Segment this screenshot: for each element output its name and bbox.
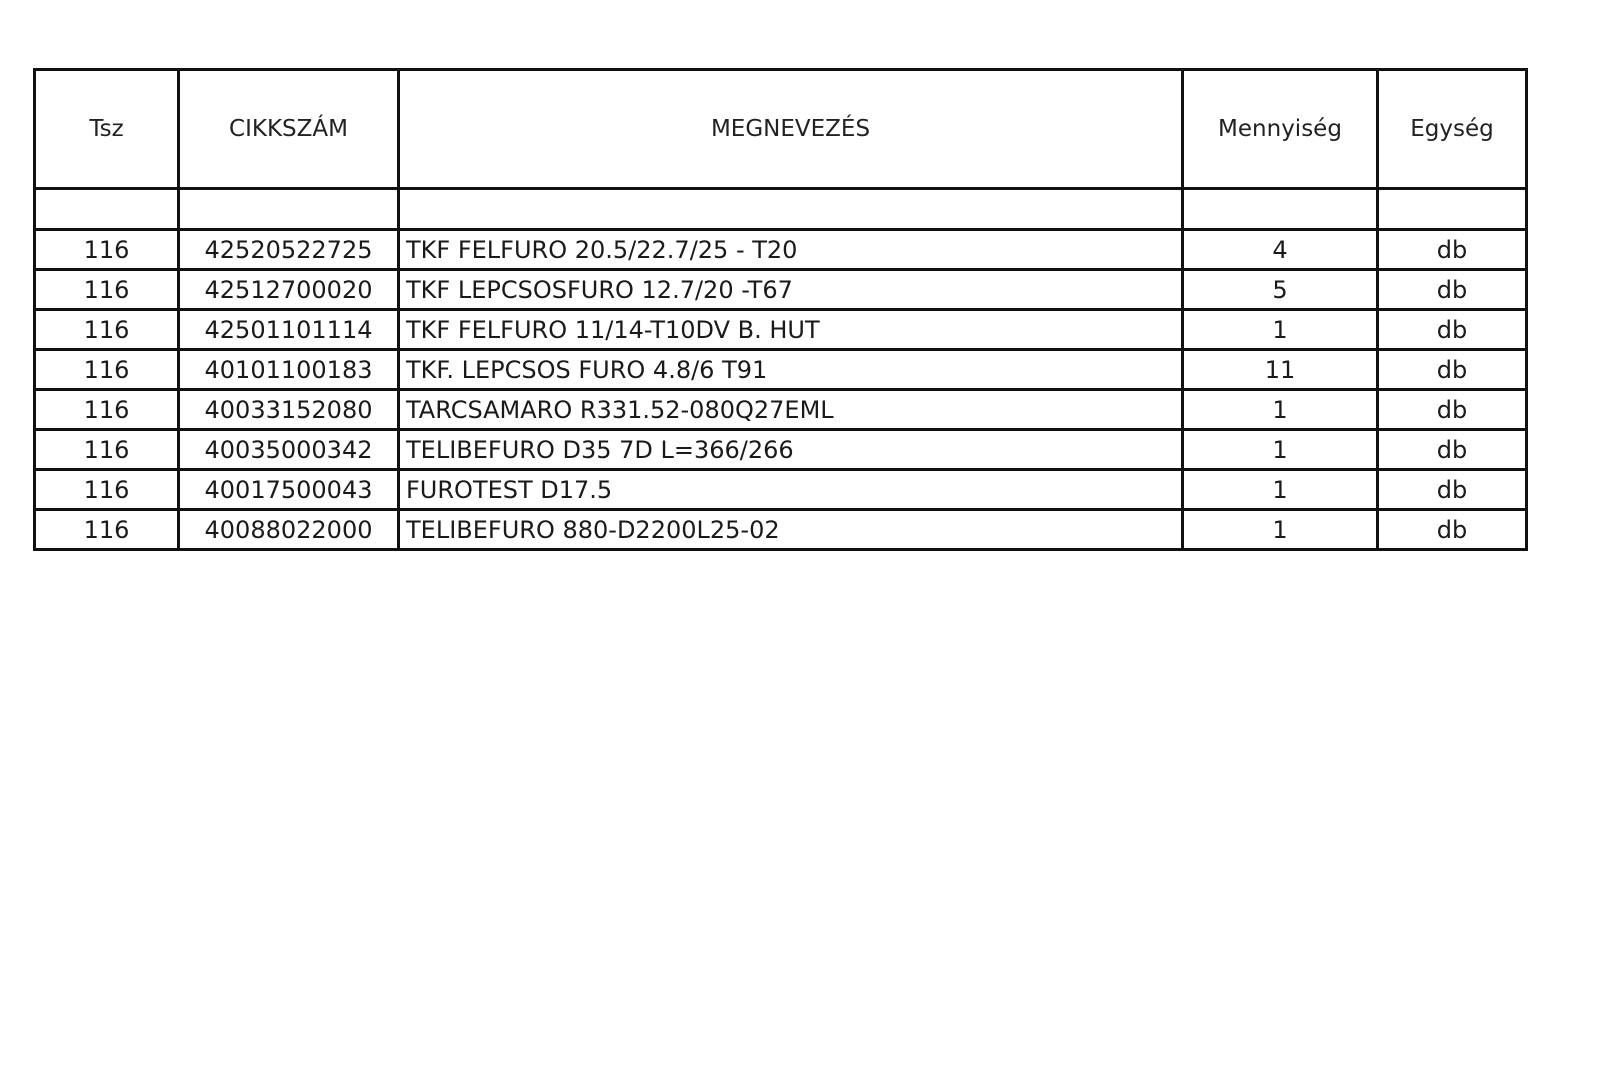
cell-mennyiseg: 1 <box>1181 428 1379 471</box>
cell-cikkszam: 40033152080 <box>177 388 400 431</box>
header-egyseg: Egység <box>1376 68 1528 190</box>
cell-megnevezes: TKF FELFURO 11/14-T10DV B. HUT <box>397 308 1184 351</box>
cell-megnevezes: TKF FELFURO 20.5/22.7/25 - T20 <box>397 228 1184 271</box>
cell-egyseg: db <box>1376 308 1528 351</box>
cell-tsz: 116 <box>33 388 180 431</box>
cell-megnevezes: TELIBEFURO 880-D2200L25-02 <box>397 508 1184 551</box>
cell-megnevezes: TKF LEPCSOSFURO 12.7/20 -T67 <box>397 268 1184 311</box>
cell-megnevezes: FUROTEST D17.5 <box>397 468 1184 511</box>
header-mennyiseg: Mennyiség <box>1181 68 1379 190</box>
cell-cikkszam: 42501101114 <box>177 308 400 351</box>
cell-mennyiseg: 11 <box>1181 348 1379 391</box>
cell-cikkszam: 40101100183 <box>177 348 400 391</box>
cell-tsz: 116 <box>33 228 180 271</box>
cell-mennyiseg: 1 <box>1181 468 1379 511</box>
cell-cikkszam: 40088022000 <box>177 508 400 551</box>
header-tsz: Tsz <box>33 68 180 190</box>
table-row: 116 40017500043 FUROTEST D17.5 1 db <box>33 468 1528 511</box>
cell-tsz: 116 <box>33 348 180 391</box>
cell-tsz: 116 <box>33 308 180 351</box>
cell-cikkszam: 40017500043 <box>177 468 400 511</box>
cell-mennyiseg: 1 <box>1181 308 1379 351</box>
cell-tsz: 116 <box>33 468 180 511</box>
cell-egyseg: db <box>1376 348 1528 391</box>
header-megnevezes: MEGNEVEZÉS <box>397 68 1184 190</box>
header-cikkszam: CIKKSZÁM <box>177 68 400 190</box>
cell-mennyiseg: 1 <box>1181 388 1379 431</box>
table-row: 116 42512700020 TKF LEPCSOSFURO 12.7/20 -T… <box>33 268 1528 311</box>
table-row: 116 40033152080 TARCSAMARO R331.52-080Q27E… <box>33 388 1528 431</box>
table-row: 116 40101100183 TKF. LEPCSOS FURO 4.8/6 T9… <box>33 348 1528 391</box>
cell-megnevezes: TARCSAMARO R331.52-080Q27EML <box>397 388 1184 431</box>
cell-tsz: 116 <box>33 268 180 311</box>
cell-egyseg: db <box>1376 388 1528 431</box>
blank-row <box>33 187 1528 231</box>
cell-egyseg: db <box>1376 508 1528 551</box>
table-row: 116 42520522725 TKF FELFURO 20.5/22.7/25 -… <box>33 228 1528 271</box>
cell-cikkszam: 40035000342 <box>177 428 400 471</box>
cell-mennyiseg: 5 <box>1181 268 1379 311</box>
cell-cikkszam: 42512700020 <box>177 268 400 311</box>
cell-cikkszam: 42520522725 <box>177 228 400 271</box>
cell-megnevezes: TKF. LEPCSOS FURO 4.8/6 T91 <box>397 348 1184 391</box>
cell-egyseg: db <box>1376 428 1528 471</box>
cell-egyseg: db <box>1376 468 1528 511</box>
cell-tsz: 116 <box>33 508 180 551</box>
table-row: 116 42501101114 TKF FELFURO 11/14-T10DV B.… <box>33 308 1528 351</box>
cell-mennyiseg: 4 <box>1181 228 1379 271</box>
cell-megnevezes: TELIBEFURO D35 7D L=366/266 <box>397 428 1184 471</box>
parts-table: Tsz CIKKSZÁM MEGNEVEZÉS Mennyiség Egység… <box>33 68 1528 551</box>
table-row: 116 40035000342 TELIBEFURO D35 7D L=366/26… <box>33 428 1528 471</box>
header-row: Tsz CIKKSZÁM MEGNEVEZÉS Mennyiség Egység <box>33 68 1528 190</box>
table-row: 116 40088022000 TELIBEFURO 880-D2200L25-02… <box>33 508 1528 551</box>
cell-mennyiseg: 1 <box>1181 508 1379 551</box>
cell-egyseg: db <box>1376 228 1528 271</box>
cell-egyseg: db <box>1376 268 1528 311</box>
cell-tsz: 116 <box>33 428 180 471</box>
